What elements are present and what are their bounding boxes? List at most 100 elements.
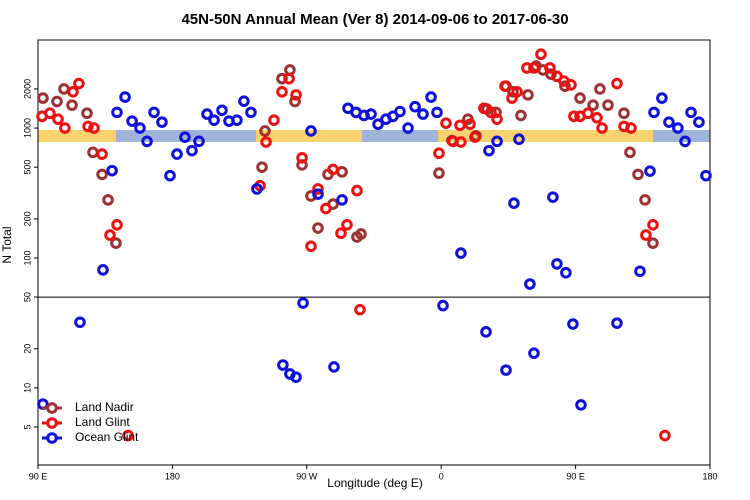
point — [51, 95, 63, 108]
point — [59, 122, 71, 134]
point — [82, 120, 94, 133]
point — [491, 135, 503, 148]
point — [454, 119, 466, 132]
point — [216, 104, 228, 117]
point — [260, 136, 272, 148]
point — [372, 118, 384, 131]
legend-label: Land Nadir — [75, 400, 134, 414]
point — [647, 237, 659, 249]
point — [455, 247, 467, 259]
point — [483, 144, 495, 157]
point — [268, 114, 280, 126]
point — [74, 316, 86, 329]
point — [513, 133, 525, 146]
point — [511, 86, 523, 98]
point — [336, 166, 348, 178]
point — [596, 122, 608, 134]
point — [73, 77, 85, 90]
point — [568, 110, 580, 123]
point — [431, 106, 443, 119]
point — [141, 135, 153, 148]
y-tick-label: 10 — [22, 383, 32, 393]
x-tick-label: 90 E — [566, 471, 585, 481]
point — [179, 131, 191, 144]
point — [126, 115, 138, 127]
point — [148, 106, 160, 119]
point — [559, 80, 571, 92]
point — [341, 218, 353, 231]
y-tick-label: 500 — [22, 160, 32, 175]
point — [433, 147, 445, 160]
point — [490, 106, 502, 119]
point — [351, 184, 363, 197]
point — [648, 106, 660, 119]
point — [594, 83, 606, 95]
point — [186, 144, 198, 157]
point — [565, 79, 577, 91]
y-tick-label: 2000 — [22, 79, 32, 99]
point — [647, 218, 659, 231]
point — [328, 361, 340, 373]
point — [634, 265, 646, 278]
point — [164, 169, 176, 182]
point — [618, 107, 630, 120]
y-tick-label: 5 — [22, 424, 32, 429]
point — [535, 48, 547, 61]
point — [591, 111, 603, 124]
point — [574, 92, 586, 104]
plot-frame — [37, 39, 711, 466]
point — [52, 113, 64, 125]
y-tick-label: 200 — [22, 211, 32, 226]
point — [66, 99, 78, 111]
point — [522, 89, 534, 101]
legend-label: Land Glint — [75, 415, 130, 429]
point — [508, 197, 520, 209]
point — [365, 108, 377, 120]
point — [134, 122, 146, 134]
point — [245, 106, 257, 119]
point — [289, 95, 301, 108]
point — [507, 86, 519, 98]
y-tick-label: 1000 — [22, 118, 32, 138]
point — [251, 183, 263, 195]
x-tick-label: 180 — [702, 471, 717, 481]
point — [238, 95, 250, 107]
point — [320, 202, 332, 215]
point — [297, 297, 309, 309]
point — [624, 146, 636, 159]
point — [611, 77, 623, 90]
point — [171, 148, 183, 160]
point — [290, 89, 302, 101]
point — [276, 72, 288, 85]
x-tick-label: 180 — [165, 471, 180, 481]
point — [455, 136, 467, 148]
point — [567, 318, 579, 330]
point — [312, 222, 324, 234]
point — [560, 266, 572, 279]
point — [659, 429, 671, 442]
point — [528, 62, 540, 74]
point — [521, 62, 533, 74]
point — [679, 135, 691, 148]
point — [37, 92, 49, 104]
x-tick-label: 90 W — [296, 471, 318, 481]
point — [354, 303, 366, 316]
legend-marker — [46, 402, 58, 414]
point — [644, 165, 656, 177]
point — [491, 113, 503, 125]
point — [524, 278, 536, 290]
point — [104, 229, 116, 241]
point — [409, 100, 421, 113]
y-tick-label: 100 — [22, 250, 32, 265]
point — [96, 168, 108, 181]
point — [437, 299, 449, 312]
point — [283, 72, 295, 85]
point — [231, 114, 243, 126]
point — [685, 106, 697, 119]
point — [515, 109, 527, 122]
point — [551, 258, 563, 270]
point — [587, 99, 599, 111]
point — [296, 152, 308, 164]
